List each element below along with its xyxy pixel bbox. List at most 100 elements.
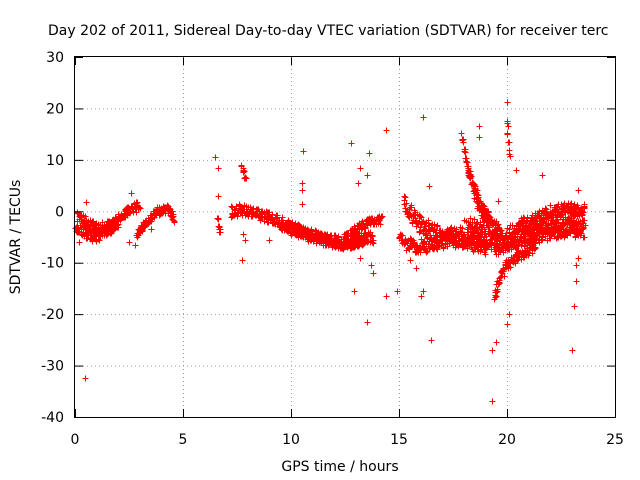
data-point bbox=[420, 114, 427, 121]
data-point bbox=[231, 212, 238, 219]
chart-title: Day 202 of 2011, Sidereal Day-to-day VTE… bbox=[48, 23, 608, 39]
data-point bbox=[299, 201, 306, 208]
data-point bbox=[351, 288, 358, 295]
data-point bbox=[575, 255, 582, 262]
data-point bbox=[573, 278, 580, 285]
data-point bbox=[571, 201, 578, 208]
data-point bbox=[495, 221, 502, 228]
y-axis-label: SDTVAR / TECUs bbox=[8, 180, 24, 295]
data-point bbox=[132, 242, 139, 249]
data-point bbox=[489, 347, 496, 354]
data-point bbox=[243, 175, 250, 182]
data-point bbox=[468, 239, 475, 246]
data-point bbox=[416, 229, 423, 236]
data-point bbox=[402, 205, 409, 212]
data-point bbox=[91, 230, 98, 237]
data-point bbox=[471, 216, 478, 223]
data-point bbox=[486, 224, 493, 231]
data-point bbox=[507, 153, 514, 160]
data-point bbox=[518, 235, 525, 242]
data-point bbox=[418, 293, 425, 300]
data-point bbox=[136, 204, 143, 211]
data-point bbox=[556, 229, 563, 236]
data-point bbox=[539, 172, 546, 179]
data-point bbox=[580, 220, 587, 227]
data-point bbox=[82, 213, 89, 220]
data-point bbox=[279, 219, 286, 226]
y-tick-label: 0 bbox=[55, 204, 64, 220]
data-point bbox=[348, 140, 355, 147]
data-point bbox=[245, 213, 252, 220]
data-point bbox=[403, 200, 410, 207]
data-point bbox=[504, 99, 511, 106]
data-point bbox=[511, 234, 518, 241]
data-point bbox=[504, 131, 511, 138]
data-point bbox=[480, 202, 487, 209]
data-point bbox=[435, 243, 442, 250]
data-point bbox=[299, 187, 306, 194]
data-point bbox=[357, 165, 364, 172]
data-point bbox=[330, 238, 337, 245]
data-point bbox=[550, 230, 557, 237]
y-tick-label: 20 bbox=[46, 101, 64, 117]
data-point bbox=[370, 237, 377, 244]
data-point bbox=[578, 230, 585, 237]
data-point bbox=[493, 289, 500, 296]
data-point bbox=[428, 337, 435, 344]
data-point bbox=[368, 262, 375, 269]
data-point bbox=[576, 225, 583, 232]
data-point bbox=[240, 231, 247, 238]
data-point bbox=[569, 347, 576, 354]
data-point bbox=[468, 173, 475, 180]
data-point bbox=[83, 199, 90, 206]
data-point bbox=[474, 195, 481, 202]
data-point bbox=[299, 233, 306, 240]
axis-ticks: 0 5 10 15 20 25 -40 -30 -20 -10 0 10 20 30 bbox=[41, 50, 624, 448]
data-point bbox=[76, 239, 83, 246]
data-point bbox=[507, 264, 514, 271]
data-point bbox=[571, 303, 578, 310]
data-point bbox=[529, 241, 536, 248]
data-point bbox=[433, 233, 440, 240]
data-point bbox=[581, 234, 588, 241]
data-point bbox=[420, 288, 427, 295]
data-point bbox=[215, 216, 222, 223]
data-point bbox=[471, 227, 478, 234]
data-point bbox=[512, 244, 519, 251]
data-point bbox=[490, 232, 497, 239]
data-point bbox=[340, 240, 347, 247]
data-point bbox=[539, 218, 546, 225]
data-point bbox=[483, 245, 490, 252]
data-point bbox=[239, 257, 246, 264]
data-point bbox=[434, 223, 441, 230]
data-point bbox=[242, 237, 249, 244]
data-point bbox=[463, 158, 470, 165]
data-point bbox=[355, 230, 362, 237]
data-point bbox=[279, 226, 286, 233]
data-point bbox=[434, 246, 441, 253]
y-tick-label: -20 bbox=[41, 307, 64, 323]
y-tick-label: -10 bbox=[41, 256, 64, 272]
data-point bbox=[383, 293, 390, 300]
data-point bbox=[463, 241, 470, 248]
data-point bbox=[217, 229, 224, 236]
x-tick-label: 5 bbox=[179, 432, 188, 448]
data-point bbox=[534, 232, 541, 239]
data-point bbox=[383, 127, 390, 134]
data-point bbox=[558, 212, 565, 219]
data-point bbox=[476, 134, 483, 141]
data-point bbox=[465, 165, 472, 172]
data-point bbox=[418, 214, 425, 221]
data-point bbox=[568, 225, 575, 232]
y-tick-label: 30 bbox=[46, 50, 64, 66]
data-point bbox=[510, 240, 517, 247]
data-point bbox=[543, 206, 550, 213]
data-point bbox=[573, 262, 580, 269]
data-point bbox=[570, 220, 577, 227]
data-point bbox=[378, 213, 385, 220]
data-point bbox=[212, 154, 219, 161]
data-point bbox=[295, 224, 302, 231]
data-point bbox=[519, 223, 526, 230]
data-point bbox=[355, 180, 362, 187]
